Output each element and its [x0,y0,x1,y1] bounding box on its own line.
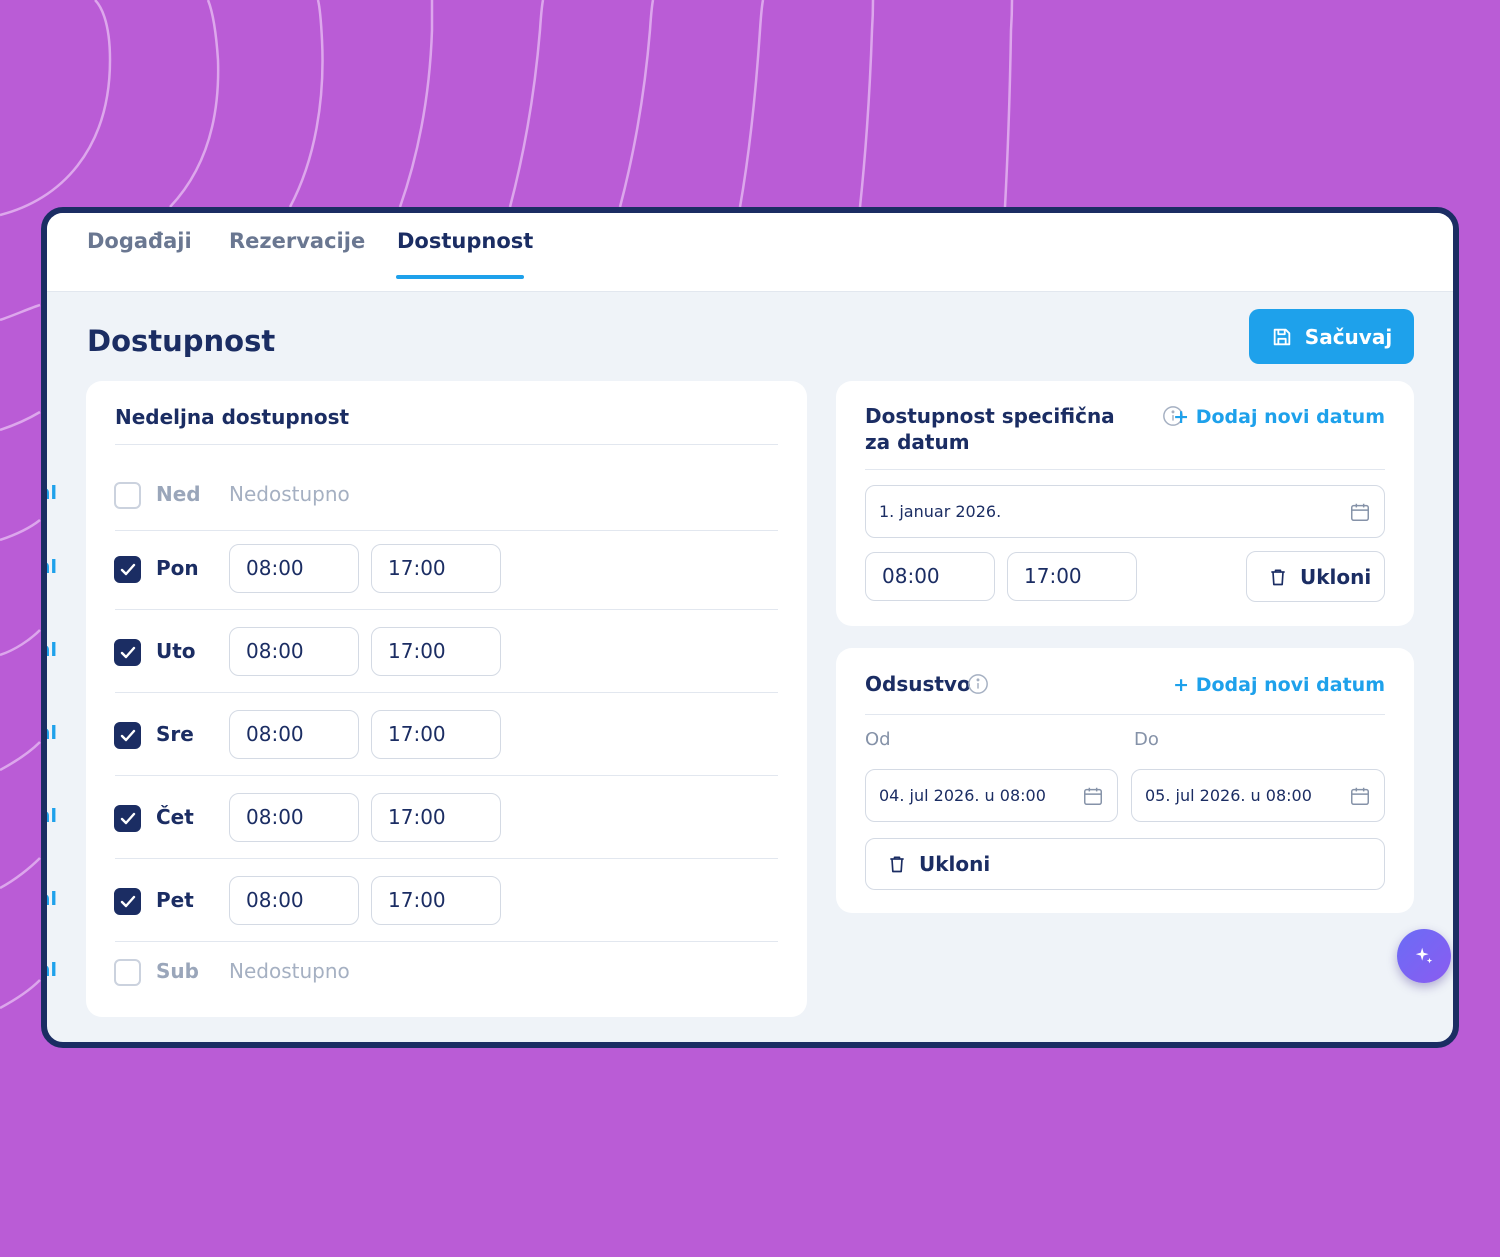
add-interval-link[interactable]: + Dodajte vremenski interval [47,804,57,827]
start-time-input[interactable]: 08:00 [229,709,359,759]
remove-label: Ukloni [919,852,991,876]
end-time-input[interactable]: 17:00 [371,543,501,593]
divider [865,714,1385,715]
specific-start-time[interactable]: 08:00 [865,552,995,601]
absence-from-value: 04. jul 2026. u 08:00 [879,786,1046,805]
active-tab-indicator [396,275,524,279]
day-checkbox[interactable] [114,721,141,749]
add-interval-link[interactable]: + Dodajte vremenski interval [47,482,57,504]
check-icon [120,646,136,658]
add-interval-link[interactable]: + Dodajte vremenski interval [47,959,57,981]
sparkle-icon [1415,947,1433,964]
from-label: Od [865,729,891,750]
absence-title: Odsustvo [865,672,971,696]
divider [865,469,1385,470]
to-label: Do [1134,729,1159,750]
divider [115,775,778,776]
save-button-label: Sačuvaj [1304,324,1393,349]
specific-date-value: 1. januar 2026. [879,502,1002,521]
end-time-input[interactable]: 17:00 [371,709,501,759]
start-time-input[interactable]: 08:00 [229,543,359,593]
specific-title: Dostupnost specifična za datum [865,404,1115,454]
start-time-input[interactable]: 08:00 [229,626,359,676]
day-label: Pon [156,555,199,580]
absence-from-picker[interactable]: 04. jul 2026. u 08:00 [865,769,1118,822]
app-window: Događaji Rezervacije Dostupnost Dostupno… [41,207,1459,1048]
day-label: Sre [156,721,194,746]
tab-dostupnost[interactable]: Dostupnost [397,229,534,253]
absence-to-value: 05. jul 2026. u 08:00 [1145,786,1312,805]
save-icon [1273,328,1291,345]
divider [115,609,778,610]
trash-icon [890,856,904,873]
weekly-availability-card: Nedeljna dostupnost Ned Nedostupno + Dodaj… [47,381,807,1017]
calendar-icon [1084,787,1102,805]
add-absence-date-link[interactable]: + Dodaj novi datum [1173,674,1385,696]
specific-date-picker[interactable]: 1. januar 2026. [865,485,1385,538]
divider [115,858,778,859]
day-checkbox[interactable] [114,804,141,832]
add-interval-link[interactable]: + Dodajte vremenski interval [47,555,57,578]
absence-card: Odsustvo + Dodaj novi datum Od Do 04. ju… [836,648,1414,913]
remove-specific-button[interactable]: Ukloni [1246,551,1385,602]
day-checkbox[interactable] [114,638,141,666]
page-title: Dostupnost [87,324,276,358]
end-time-input[interactable]: 17:00 [371,626,501,676]
check-icon [120,729,136,741]
info-icon[interactable] [1162,405,1184,427]
end-time-input[interactable]: 17:00 [371,875,501,925]
start-time-input[interactable]: 08:00 [229,875,359,925]
add-interval-link[interactable]: + Dodajte vremenski interval [47,887,57,910]
tab-bar: Događaji Rezervacije Dostupnost [47,213,1453,292]
weekly-title: Nedeljna dostupnost [115,405,350,429]
add-new-date-link[interactable]: + Dodaj novi datum [1173,406,1385,428]
date-specific-card: Dostupnost specifična za datum + Dodaj n… [836,381,1414,626]
day-checkbox[interactable] [114,959,141,986]
day-checkbox[interactable] [114,482,141,509]
info-icon[interactable] [967,673,989,695]
absence-to-picker[interactable]: 05. jul 2026. u 08:00 [1131,769,1385,822]
unavailable-label: Nedostupno [229,959,350,983]
divider [115,444,778,445]
specific-end-time[interactable]: 17:00 [1007,552,1137,601]
remove-label: Ukloni [1300,564,1372,589]
unavailable-label: Nedostupno [229,482,350,506]
day-label: Čet [156,804,194,829]
add-interval-link[interactable]: + Dodajte vremenski interval [47,638,57,661]
day-checkbox[interactable] [114,887,141,915]
day-label: Pet [156,887,194,912]
calendar-icon [1351,787,1369,805]
calendar-icon [1351,503,1369,521]
assistant-fab-button[interactable] [1397,929,1451,983]
day-checkbox[interactable] [114,555,141,583]
check-icon [120,812,136,824]
day-label: Sub [156,959,199,983]
start-time-input[interactable]: 08:00 [229,792,359,842]
add-interval-link[interactable]: + Dodajte vremenski interval [47,721,57,744]
save-button[interactable]: Sačuvaj [1249,309,1414,364]
divider [115,530,778,531]
tab-rezervacije[interactable]: Rezervacije [229,229,366,253]
check-icon [120,563,136,575]
check-icon [120,895,136,907]
day-label: Uto [156,638,196,663]
remove-absence-button[interactable]: Ukloni [865,838,1385,890]
end-time-input[interactable]: 17:00 [371,792,501,842]
day-label: Ned [156,482,201,506]
divider [115,941,778,942]
trash-icon [1271,569,1285,585]
tab-dogadjaji[interactable]: Događaji [87,229,192,253]
divider [115,692,778,693]
